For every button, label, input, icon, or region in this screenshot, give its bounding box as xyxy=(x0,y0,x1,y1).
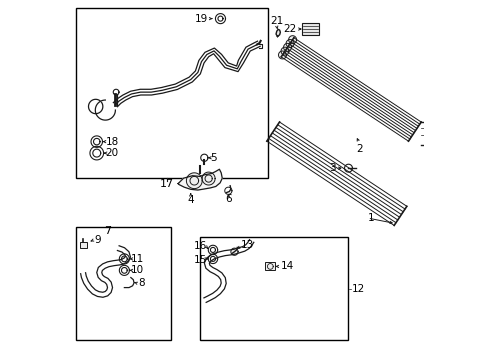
Text: 6: 6 xyxy=(225,194,232,204)
Polygon shape xyxy=(202,172,215,185)
Bar xyxy=(199,237,348,339)
Polygon shape xyxy=(186,173,202,189)
Bar xyxy=(76,8,267,178)
Text: 19: 19 xyxy=(194,14,207,24)
Text: 8: 8 xyxy=(138,278,144,288)
Text: 14: 14 xyxy=(280,261,293,271)
Text: 17: 17 xyxy=(159,179,173,189)
Text: 21: 21 xyxy=(269,16,283,26)
Text: 12: 12 xyxy=(351,284,365,294)
Text: 16: 16 xyxy=(194,241,207,251)
Text: 3: 3 xyxy=(328,163,335,173)
Text: 20: 20 xyxy=(105,148,118,158)
Text: 1: 1 xyxy=(367,213,374,223)
Text: 5: 5 xyxy=(210,153,217,163)
Text: 4: 4 xyxy=(187,195,194,205)
Text: 11: 11 xyxy=(130,254,143,264)
Bar xyxy=(76,226,171,339)
Text: 10: 10 xyxy=(130,265,143,275)
Polygon shape xyxy=(283,43,291,51)
Polygon shape xyxy=(276,30,280,37)
Text: 9: 9 xyxy=(94,235,101,245)
Bar xyxy=(301,23,319,35)
Polygon shape xyxy=(285,40,293,48)
Text: 18: 18 xyxy=(105,137,119,147)
Polygon shape xyxy=(230,248,238,255)
Polygon shape xyxy=(278,51,286,59)
Text: 13: 13 xyxy=(241,240,254,250)
Text: 2: 2 xyxy=(355,144,362,154)
Polygon shape xyxy=(178,169,222,190)
Text: 7: 7 xyxy=(104,226,111,236)
Bar xyxy=(80,242,87,248)
Text: 22: 22 xyxy=(283,24,296,34)
Polygon shape xyxy=(288,36,296,44)
Bar xyxy=(265,262,275,270)
Text: 15: 15 xyxy=(194,255,207,265)
Polygon shape xyxy=(281,47,288,55)
